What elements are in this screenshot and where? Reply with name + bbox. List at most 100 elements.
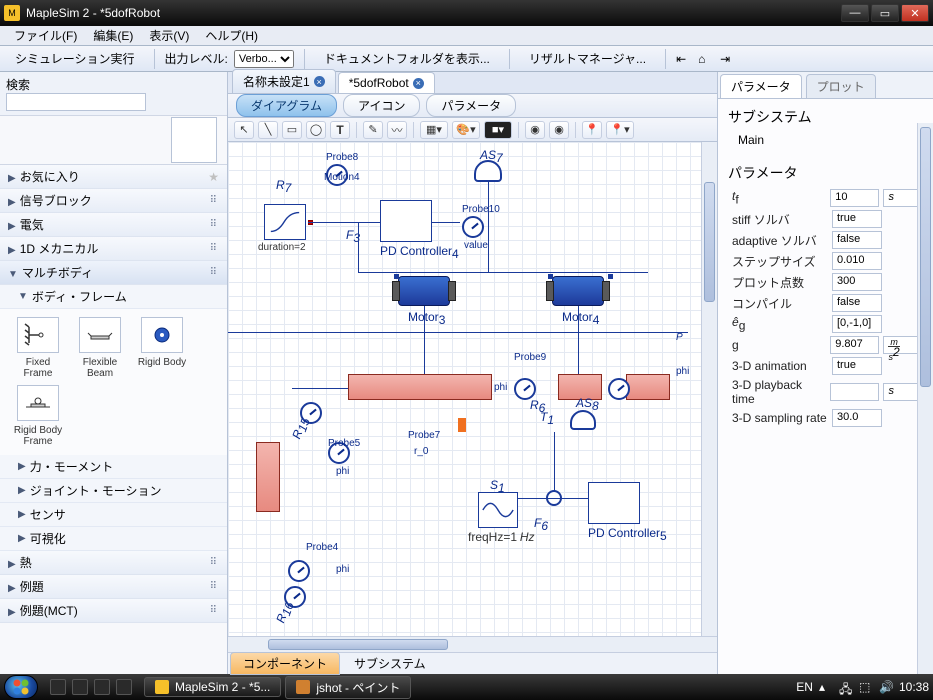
menu-edit[interactable]: 編集(E) — [85, 25, 141, 46]
cat-multi[interactable]: ▼マルチボディ⠿ — [0, 261, 227, 285]
menu-help[interactable]: ヘルプ(H) — [197, 25, 266, 46]
bottom-tab-component[interactable]: コンポーネント — [230, 652, 340, 675]
param-value[interactable]: 0.010 — [832, 252, 882, 270]
ellipse-tool[interactable]: ◯ — [306, 121, 326, 139]
taskbar-task-1[interactable]: MapleSim 2 - *5... — [144, 677, 281, 697]
brush-tool[interactable]: 〰 — [387, 121, 407, 139]
right-vscroll[interactable] — [917, 123, 933, 674]
subcat-force[interactable]: ▶力・モーメント — [0, 455, 227, 479]
param-value[interactable]: false — [832, 231, 882, 249]
probe-tool[interactable]: ◉ — [525, 121, 545, 139]
link-bar-1[interactable] — [348, 374, 492, 400]
palette-rigid-body-frame[interactable]: Rigid Body Frame — [10, 385, 66, 447]
docfolder-button[interactable]: ドキュメントフォルダを表示... — [315, 47, 499, 70]
verbose-select[interactable]: Verbo... — [234, 50, 294, 68]
pd-controller-5[interactable] — [588, 482, 640, 524]
start-button[interactable] — [4, 675, 38, 699]
expand-icon[interactable]: ⇥ — [720, 52, 736, 66]
minimize-button[interactable]: — — [841, 4, 869, 22]
pointer-tool[interactable]: ↖ — [234, 121, 254, 139]
home-icon[interactable]: ⌂ — [698, 52, 714, 66]
cat-ex2[interactable]: ▶例題(MCT)⠿ — [0, 599, 227, 623]
param-value[interactable]: true — [832, 210, 882, 228]
right-tab-plot[interactable]: プロット — [806, 74, 876, 98]
param-value[interactable]: false — [832, 294, 882, 312]
pen-tool[interactable]: ✎ — [363, 121, 383, 139]
ql-icon[interactable] — [116, 679, 132, 695]
subcat-joint[interactable]: ▶ジョイント・モーション — [0, 479, 227, 503]
canvas-hscroll[interactable] — [228, 636, 717, 652]
duration-block[interactable] — [264, 204, 306, 240]
cat-mech1d[interactable]: ▶1D メカニカル⠿ — [0, 237, 227, 261]
param-value[interactable]: 30.0 — [832, 409, 882, 427]
right-tab-params[interactable]: パラメータ — [720, 74, 802, 98]
param-unit[interactable]: ms2 — [883, 336, 919, 354]
param-unit[interactable]: s — [883, 189, 919, 207]
tray-icon[interactable]: ▴ — [819, 680, 833, 694]
close-tab-icon[interactable]: × — [314, 76, 325, 87]
probe2-tool[interactable]: ◉ — [549, 121, 569, 139]
clock[interactable]: 10:38 — [899, 680, 929, 694]
ql-icon[interactable] — [94, 679, 110, 695]
color-tool[interactable]: ■▾ — [484, 121, 512, 139]
close-button[interactable]: ✕ — [901, 4, 929, 22]
doc-tab-1[interactable]: 名称未設定1× — [232, 69, 336, 93]
param-value[interactable]: 300 — [832, 273, 882, 291]
probe4[interactable] — [288, 560, 310, 582]
subcat-sensor[interactable]: ▶センサ — [0, 503, 227, 527]
subcat-vis[interactable]: ▶可視化 — [0, 527, 227, 551]
cat-ex1[interactable]: ▶例題⠿ — [0, 575, 227, 599]
doc-tab-2[interactable]: *5dofRobot× — [338, 72, 435, 93]
tray-volume-icon[interactable]: 🔊 — [879, 680, 893, 694]
rect-tool[interactable]: ▭ — [282, 121, 302, 139]
as7-gauge[interactable] — [474, 160, 502, 182]
as8-gauge[interactable] — [570, 410, 596, 430]
maximize-button[interactable]: ▭ — [871, 4, 899, 22]
pin2-tool[interactable]: 📍▾ — [606, 121, 634, 139]
tray-icon[interactable]: ⬚ — [859, 680, 873, 694]
palette-tool[interactable]: 🎨▾ — [452, 121, 480, 139]
probe9[interactable] — [514, 378, 536, 400]
bottom-tab-subsystem[interactable]: サブシステム — [342, 653, 438, 674]
joint-r[interactable] — [608, 378, 630, 400]
subcat-bodyframe[interactable]: ▼ボディ・フレーム — [0, 285, 227, 309]
result-mgr-button[interactable]: リザルトマネージャ... — [520, 47, 655, 70]
probe10[interactable] — [462, 216, 484, 238]
link-bar-4[interactable] — [256, 442, 280, 512]
param-value[interactable]: [0,-1,0] — [832, 315, 882, 333]
param-value[interactable] — [830, 383, 879, 401]
param-unit[interactable]: s — [883, 383, 919, 401]
tray-network-icon[interactable]: 🖧 — [839, 680, 853, 694]
run-sim-button[interactable]: シミュレーション実行 — [6, 47, 144, 70]
ql-icon[interactable] — [72, 679, 88, 695]
motor-3[interactable] — [398, 276, 450, 306]
fill-tool[interactable]: ▦▾ — [420, 121, 448, 139]
link-bar-3[interactable] — [626, 374, 670, 400]
sine-source[interactable] — [478, 492, 518, 528]
pd-controller-4[interactable] — [380, 200, 432, 242]
line-tool[interactable]: ╲ — [258, 121, 278, 139]
param-value[interactable]: 9.807 — [830, 336, 879, 354]
palette-flexible-beam[interactable]: Flexible Beam — [72, 317, 128, 379]
menu-view[interactable]: 表示(V) — [141, 25, 197, 46]
cat-signal[interactable]: ▶信号ブロック⠿ — [0, 189, 227, 213]
collapse-icon[interactable]: ⇤ — [676, 52, 692, 66]
cat-elec[interactable]: ▶電気⠿ — [0, 213, 227, 237]
canvas-vscroll[interactable] — [701, 142, 717, 636]
text-tool[interactable]: T — [330, 121, 350, 139]
pin-tool[interactable]: 📍 — [582, 121, 602, 139]
viewtab-diagram[interactable]: ダイアグラム — [236, 94, 337, 117]
viewtab-icon[interactable]: アイコン — [343, 94, 420, 117]
ql-icon[interactable] — [50, 679, 66, 695]
taskbar-task-2[interactable]: jshot - ペイント — [285, 676, 411, 699]
viewtab-params[interactable]: パラメータ — [426, 94, 516, 117]
param-value[interactable]: true — [832, 357, 882, 375]
close-tab-icon[interactable]: × — [413, 78, 424, 89]
param-value[interactable]: 10 — [830, 189, 879, 207]
palette-fixed-frame[interactable]: Fixed Frame — [10, 317, 66, 379]
cat-fav[interactable]: ▶お気に入り★ — [0, 165, 227, 189]
cat-heat[interactable]: ▶熱⠿ — [0, 551, 227, 575]
palette-rigid-body[interactable]: Rigid Body — [134, 317, 190, 379]
search-input[interactable] — [6, 93, 146, 111]
menu-file[interactable]: ファイル(F) — [6, 25, 85, 46]
